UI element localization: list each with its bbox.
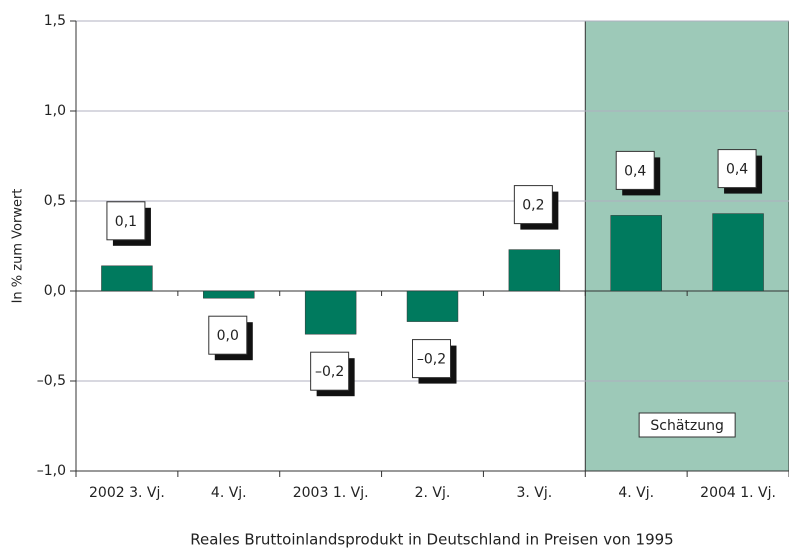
value-label: 0,1 — [115, 214, 137, 230]
value-label: –0,2 — [315, 364, 344, 380]
y-tick-label: 1,0 — [44, 103, 66, 119]
y-tick-label: –0,5 — [37, 373, 66, 389]
bar — [203, 290, 255, 299]
bar — [610, 215, 662, 292]
x-tick-label: 4. Vj. — [211, 485, 247, 501]
x-tick-label: 2002 3. Vj. — [89, 485, 165, 501]
forecast-label: Schätzung — [650, 418, 724, 434]
value-label: 0,2 — [522, 198, 544, 214]
value-label: 0,4 — [726, 162, 748, 178]
y-tick-label: 1,5 — [44, 13, 66, 29]
value-label-box — [208, 315, 248, 355]
value-label: 0,4 — [624, 163, 646, 179]
y-tick-label: –1,0 — [37, 463, 66, 479]
x-tick-label: 2. Vj. — [415, 485, 451, 501]
forecast-label-box — [638, 412, 736, 438]
x-tick-label: 2004 1. Vj. — [700, 485, 776, 501]
y-tick-label: 0,5 — [44, 193, 66, 209]
value-label: –0,2 — [417, 352, 446, 368]
bar — [508, 249, 561, 292]
y-tick-label: 0,0 — [44, 283, 66, 299]
bar — [712, 213, 764, 292]
value-label-box — [106, 201, 146, 241]
bar — [101, 265, 153, 292]
x-tick-label: 3. Vj. — [516, 485, 552, 501]
x-tick-label: 2003 1. Vj. — [293, 485, 369, 501]
x-axis-label: Reales Bruttoinlandsprodukt in Deutschla… — [190, 531, 673, 549]
bar — [304, 290, 357, 335]
x-tick-label: 4. Vj. — [618, 485, 654, 501]
value-label-box — [310, 351, 350, 391]
value-label-box — [513, 185, 553, 225]
value-label-box — [717, 149, 757, 189]
value-label-box — [412, 339, 451, 379]
bar — [406, 290, 459, 322]
value-label-box — [615, 150, 655, 190]
y-axis-label: In % zum Vorwert — [11, 189, 26, 304]
value-label: 0,0 — [217, 328, 239, 344]
